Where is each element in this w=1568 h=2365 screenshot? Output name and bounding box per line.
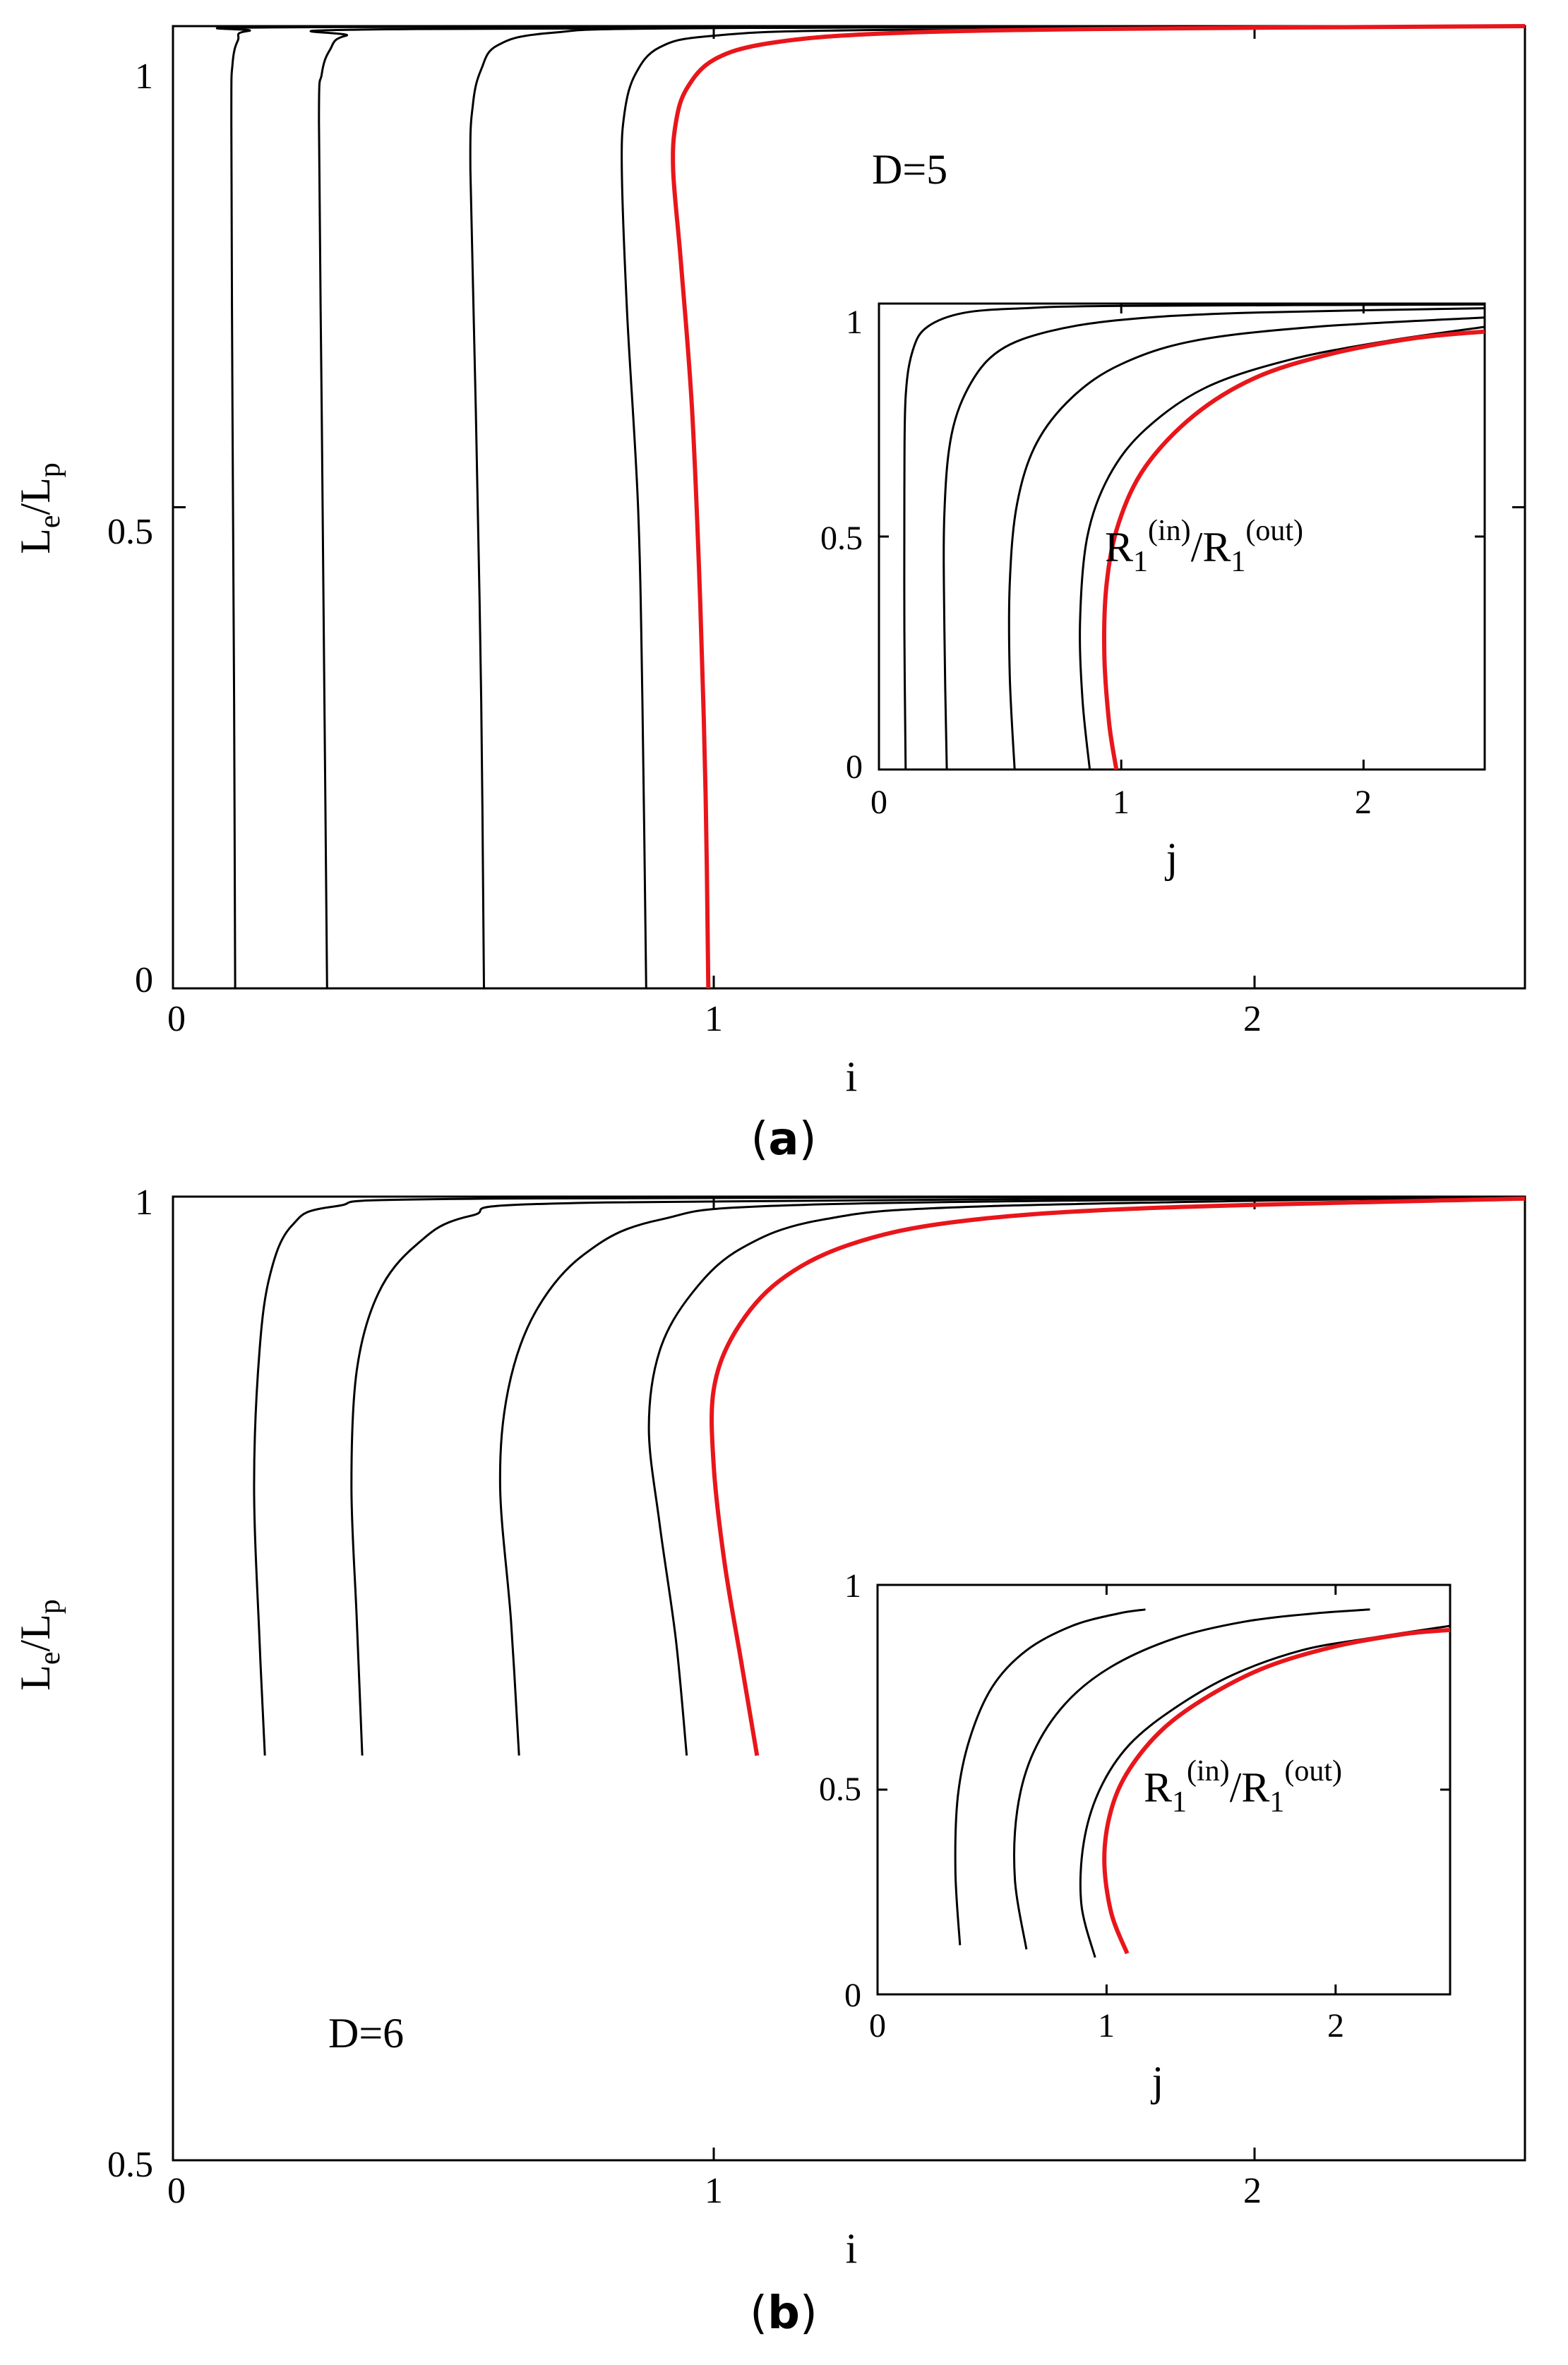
panel-a-ylabel: Le/Lp bbox=[12, 462, 66, 554]
panel-a-inset-xtick-1: 1 bbox=[1113, 784, 1130, 821]
panel-b-ytick-1: 1 bbox=[135, 1182, 153, 1223]
panel-a-inset-ytick-0: 0 bbox=[846, 748, 863, 786]
panel-b: 0 1 2 0.5 1 i Le/Lp D=6 0 1 2 0 0.5 1 j … bbox=[12, 1182, 1526, 2340]
panel-a-ytick-1: 0.5 bbox=[107, 512, 153, 552]
panel-b-inset-xlabel: j bbox=[1151, 2058, 1164, 2104]
panel-b-inset-series-line-4 bbox=[1102, 1627, 1451, 1955]
panel-b-ylabel: Le/Lp bbox=[12, 1599, 66, 1691]
panel-a-inset-series bbox=[903, 303, 1485, 770]
panel-b-inset: 0 1 2 0 0.5 1 j R1(in)/R1(out) bbox=[819, 1567, 1452, 2104]
panel-a-main-series bbox=[215, 24, 1526, 989]
panel-b-main-series-line-1 bbox=[253, 1195, 1526, 1756]
panel-b-inset-xtick-0: 0 bbox=[869, 2007, 886, 2044]
panel-a-main-series-line-4 bbox=[621, 25, 1526, 989]
panel-a-inset: 0 1 2 0 0.5 1 j R1(in)/R1(out) bbox=[820, 302, 1486, 881]
panel-b-main-series-line-4 bbox=[647, 1195, 1526, 1756]
panel-b-inset-frame bbox=[876, 1583, 1452, 1996]
panel-b-xtick-0: 0 bbox=[167, 2171, 186, 2211]
panel-a-inset-xlabel: j bbox=[1165, 834, 1178, 881]
panel-a-xtick-2: 2 bbox=[1243, 999, 1262, 1039]
panel-b-inset-ytick-2: 1 bbox=[844, 1567, 861, 1605]
panel-b-main-series-line-5 bbox=[710, 1196, 1526, 1756]
panel-b-main-plot: 0 1 2 0.5 1 i Le/Lp D=6 bbox=[12, 1182, 1526, 2272]
panel-a-xtick-1: 1 bbox=[705, 999, 723, 1039]
panel-b-main-series bbox=[253, 1195, 1526, 1756]
panel-b-inset-series bbox=[954, 1608, 1451, 1958]
panel-a-inset-series-line-3 bbox=[1007, 316, 1485, 770]
panel-b-main-series-line-3 bbox=[498, 1195, 1526, 1756]
panel-b-xtick-2: 2 bbox=[1243, 2171, 1262, 2211]
panel-b-caption: (b) bbox=[750, 2287, 818, 2340]
panel-a-xtick-0: 0 bbox=[167, 999, 186, 1039]
panel-b-inset-series-line-1 bbox=[954, 1608, 1146, 1946]
panel-a-ytick-2: 1 bbox=[135, 56, 153, 97]
panel-a-inset-ytick-1: 0.5 bbox=[820, 520, 863, 557]
panel-a-main-series-line-5 bbox=[671, 24, 1526, 989]
panel-a: 0 1 2 0 0.5 1 i Le/Lp D=5 0 1 2 0 0.5 1 … bbox=[12, 24, 1526, 1166]
panel-b-inset-series-line-2 bbox=[1013, 1608, 1370, 1950]
panel-b-inset-ytick-0: 0 bbox=[844, 1977, 861, 2014]
panel-a-inset-xtick-2: 2 bbox=[1355, 784, 1372, 821]
panel-a-ytick-0: 0 bbox=[135, 960, 153, 1000]
panel-a-inset-series-line-4 bbox=[1079, 325, 1485, 770]
panel-a-inset-label: R1(in)/R1(out) bbox=[1105, 515, 1303, 578]
panel-b-main-series-line-2 bbox=[350, 1195, 1526, 1756]
panel-a-inset-series-line-1 bbox=[903, 303, 1485, 770]
panel-a-caption: (a) bbox=[750, 1113, 816, 1166]
panel-b-inset-ticks bbox=[876, 1583, 1450, 1996]
panel-b-inset-label: R1(in)/R1(out) bbox=[1144, 1755, 1342, 1819]
panel-a-inset-frame bbox=[878, 302, 1486, 771]
panel-a-xlabel: i bbox=[846, 1053, 858, 1100]
panel-a-inset-series-line-2 bbox=[942, 307, 1485, 770]
panel-b-xtick-1: 1 bbox=[705, 2171, 723, 2211]
panel-b-inset-xtick-2: 2 bbox=[1327, 2007, 1344, 2044]
panel-b-ytick-0: 0.5 bbox=[107, 2145, 153, 2185]
panel-b-xlabel: i bbox=[846, 2225, 858, 2272]
panel-b-inset-ytick-1: 0.5 bbox=[819, 1771, 861, 1808]
panel-a-inset-series-line-5 bbox=[1101, 329, 1485, 770]
panel-a-main-series-line-1 bbox=[215, 25, 1526, 989]
panel-b-annotation: D=6 bbox=[328, 2010, 404, 2056]
panel-a-inset-ytick-2: 1 bbox=[846, 304, 863, 341]
panel-b-inset-series-line-3 bbox=[1079, 1624, 1451, 1958]
panel-a-annotation: D=5 bbox=[872, 146, 947, 193]
panel-a-main-plot: 0 1 2 0 0.5 1 i Le/Lp D=5 bbox=[12, 24, 1526, 1100]
panel-a-inset-xtick-0: 0 bbox=[870, 784, 887, 821]
panel-a-main-series-line-3 bbox=[469, 25, 1526, 989]
panel-b-inset-xtick-1: 1 bbox=[1098, 2007, 1115, 2044]
